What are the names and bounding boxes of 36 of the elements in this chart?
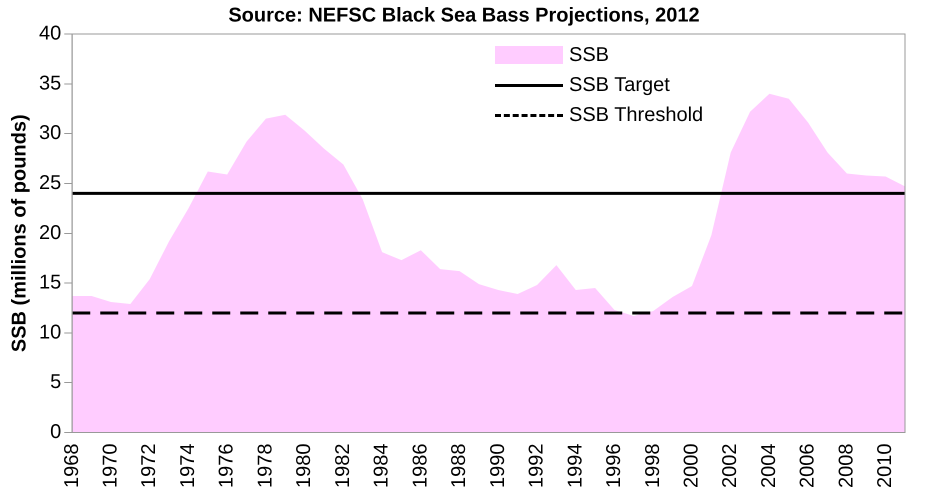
x-tick-label: 1972 — [138, 444, 160, 488]
x-tick-label: 2002 — [719, 444, 742, 488]
x-tick-label: 1986 — [409, 444, 432, 488]
x-tick-label: 1992 — [526, 444, 548, 488]
y-tick-label: 35 — [38, 72, 62, 94]
legend-label: SSB Target — [569, 74, 670, 96]
x-tick-label: 1998 — [642, 444, 664, 488]
y-tick-label: 5 — [50, 371, 62, 394]
x-tick-label: 2008 — [835, 444, 858, 488]
x-tick-label: 1988 — [448, 444, 470, 488]
x-tick-label: 2004 — [758, 444, 780, 488]
x-tick-label: 1994 — [564, 444, 586, 488]
y-tick-label: 30 — [38, 122, 62, 144]
x-tick-label: 2006 — [796, 444, 819, 488]
y-axis-title: SSB (millions of pounds) — [8, 114, 31, 352]
y-tick-label: 0 — [50, 421, 62, 444]
y-tick-label: 10 — [38, 321, 62, 344]
x-tick-label: 1976 — [216, 444, 238, 488]
x-tick-label: 1970 — [99, 444, 122, 488]
x-tick-label: 1982 — [332, 444, 354, 488]
y-tick-label: 15 — [38, 272, 62, 294]
x-tick-label: 1974 — [176, 444, 199, 488]
y-tick-label: 20 — [38, 222, 62, 244]
x-tick-label: 1968 — [60, 444, 83, 488]
y-tick-label: 40 — [38, 22, 62, 45]
x-tick-label: 1978 — [254, 444, 276, 488]
chart-title: Source: NEFSC Black Sea Bass Projections, 2012 — [228, 4, 700, 27]
y-tick-label: 25 — [38, 172, 62, 194]
x-tick-label: 2000 — [680, 444, 702, 488]
legend-label: SSB Threshold — [569, 104, 704, 126]
x-tick-label: 1980 — [293, 444, 316, 488]
legend-label: SSB — [569, 44, 610, 66]
x-tick-label: 1990 — [486, 444, 509, 488]
x-tick-label: 1984 — [370, 444, 393, 488]
x-tick-label: 1996 — [603, 444, 626, 488]
x-tick-label: 2010 — [874, 444, 896, 488]
